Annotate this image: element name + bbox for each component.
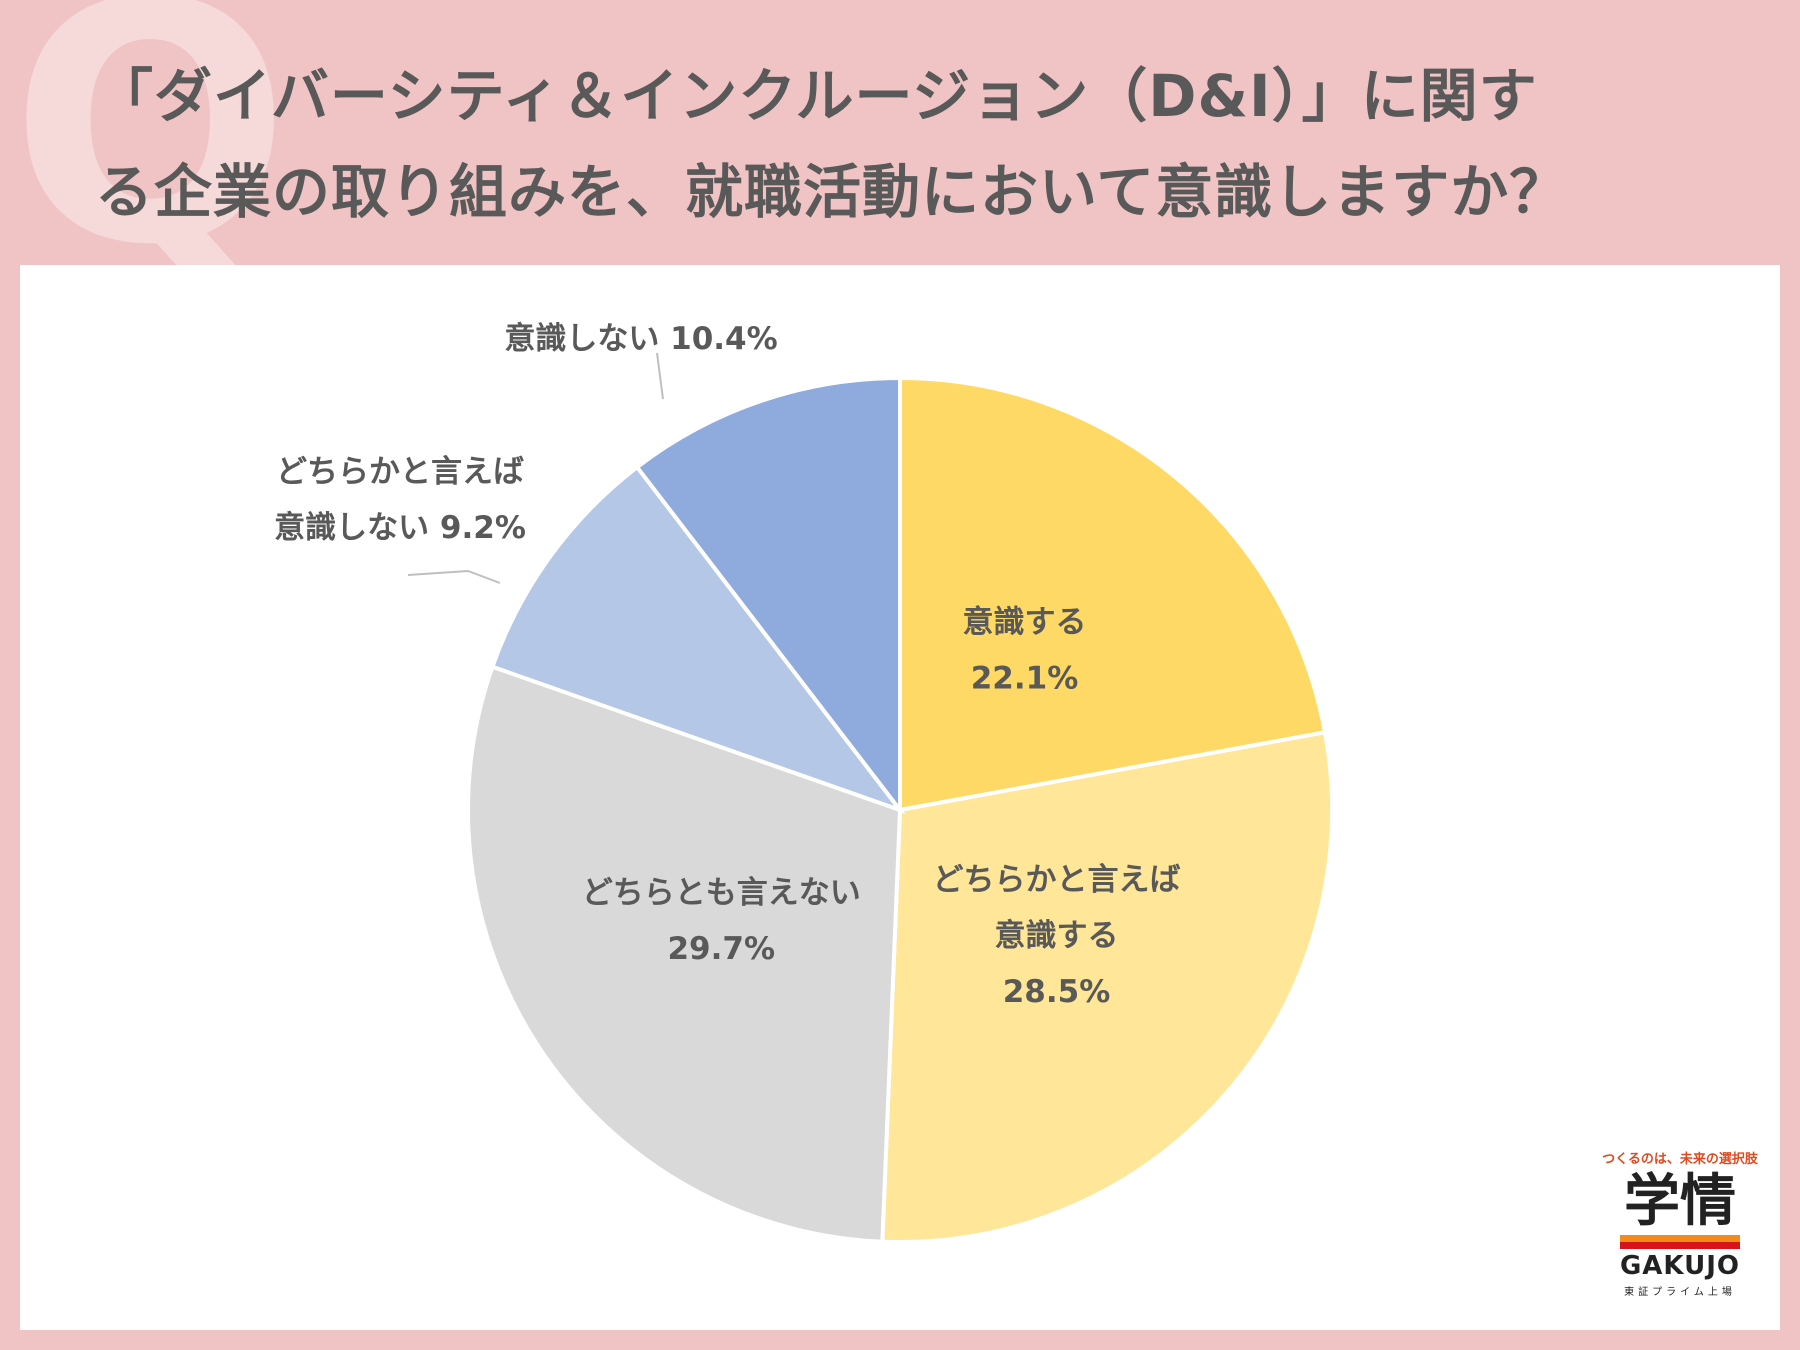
pie-slice — [880, 729, 1334, 1244]
slice-label: どちらかと言えば意識しない 9.2% — [274, 454, 526, 546]
q-watermark: Q — [10, 0, 291, 317]
slice-label-line: どちらとも言えない — [582, 875, 861, 911]
slice-label: どちらとも言えない 29.7% — [582, 875, 861, 967]
pie-slice — [634, 375, 902, 816]
pie-slice — [466, 664, 903, 1244]
pie-slice — [898, 375, 1328, 813]
chart-panel: 意識する 22.1% どちらかと言えば意識する 28.5% どちらとも言えない 29.7%… — [20, 265, 1780, 1330]
slice-label: どちらかと言えば意識する 28.5% — [933, 862, 1181, 1010]
slice-label-line: 意識する — [962, 605, 1086, 641]
pie-slice — [489, 464, 906, 815]
title-line-2: る企業の取り組みを、就職活動において意識しますか？ — [95, 158, 1569, 226]
slice-label: 意識しない 10.4% — [504, 321, 777, 357]
slice-label-line: どちらかと言えば — [933, 862, 1181, 898]
slice-label-line: どちらかと言えば — [276, 454, 524, 490]
pie-chart: 意識する 22.1%どちらかと言えば意識する 28.5%どちらとも言えない 29.7%… — [274, 321, 1334, 1244]
slice-label-line: 意識しない 9.2% — [274, 510, 526, 546]
gakujo-logo: つくるのは、未来の選択肢 学情 GAKUJO 東証プライム上場 — [1590, 1148, 1770, 1318]
logo-sub: 東証プライム上場 — [1624, 1287, 1736, 1298]
slice-value: 28.5% — [1003, 974, 1111, 1010]
logo-brand: GAKUJO — [1619, 1251, 1741, 1281]
slice-label: 意識する 22.1% — [962, 605, 1086, 697]
slice-label-line: 意識する — [995, 918, 1119, 954]
slice-value: 29.7% — [667, 931, 775, 967]
slice-label-line: 意識しない 10.4% — [504, 321, 777, 357]
slice-value: 22.1% — [971, 661, 1079, 697]
logo-tagline: つくるのは、未来の選択肢 — [1602, 1152, 1758, 1167]
chart-title: 「ダイバーシティ＆インクルージョン（D&I）」に関す る企業の取り組みを、就職活… — [95, 48, 1795, 240]
logo-bar — [1620, 1235, 1740, 1249]
logo-kanji: 学情 — [1624, 1169, 1736, 1234]
title-line-1: 「ダイバーシティ＆インクルージョン（D&I）」に関す — [95, 62, 1538, 130]
leader-line — [656, 352, 664, 400]
leader-line — [407, 569, 501, 584]
